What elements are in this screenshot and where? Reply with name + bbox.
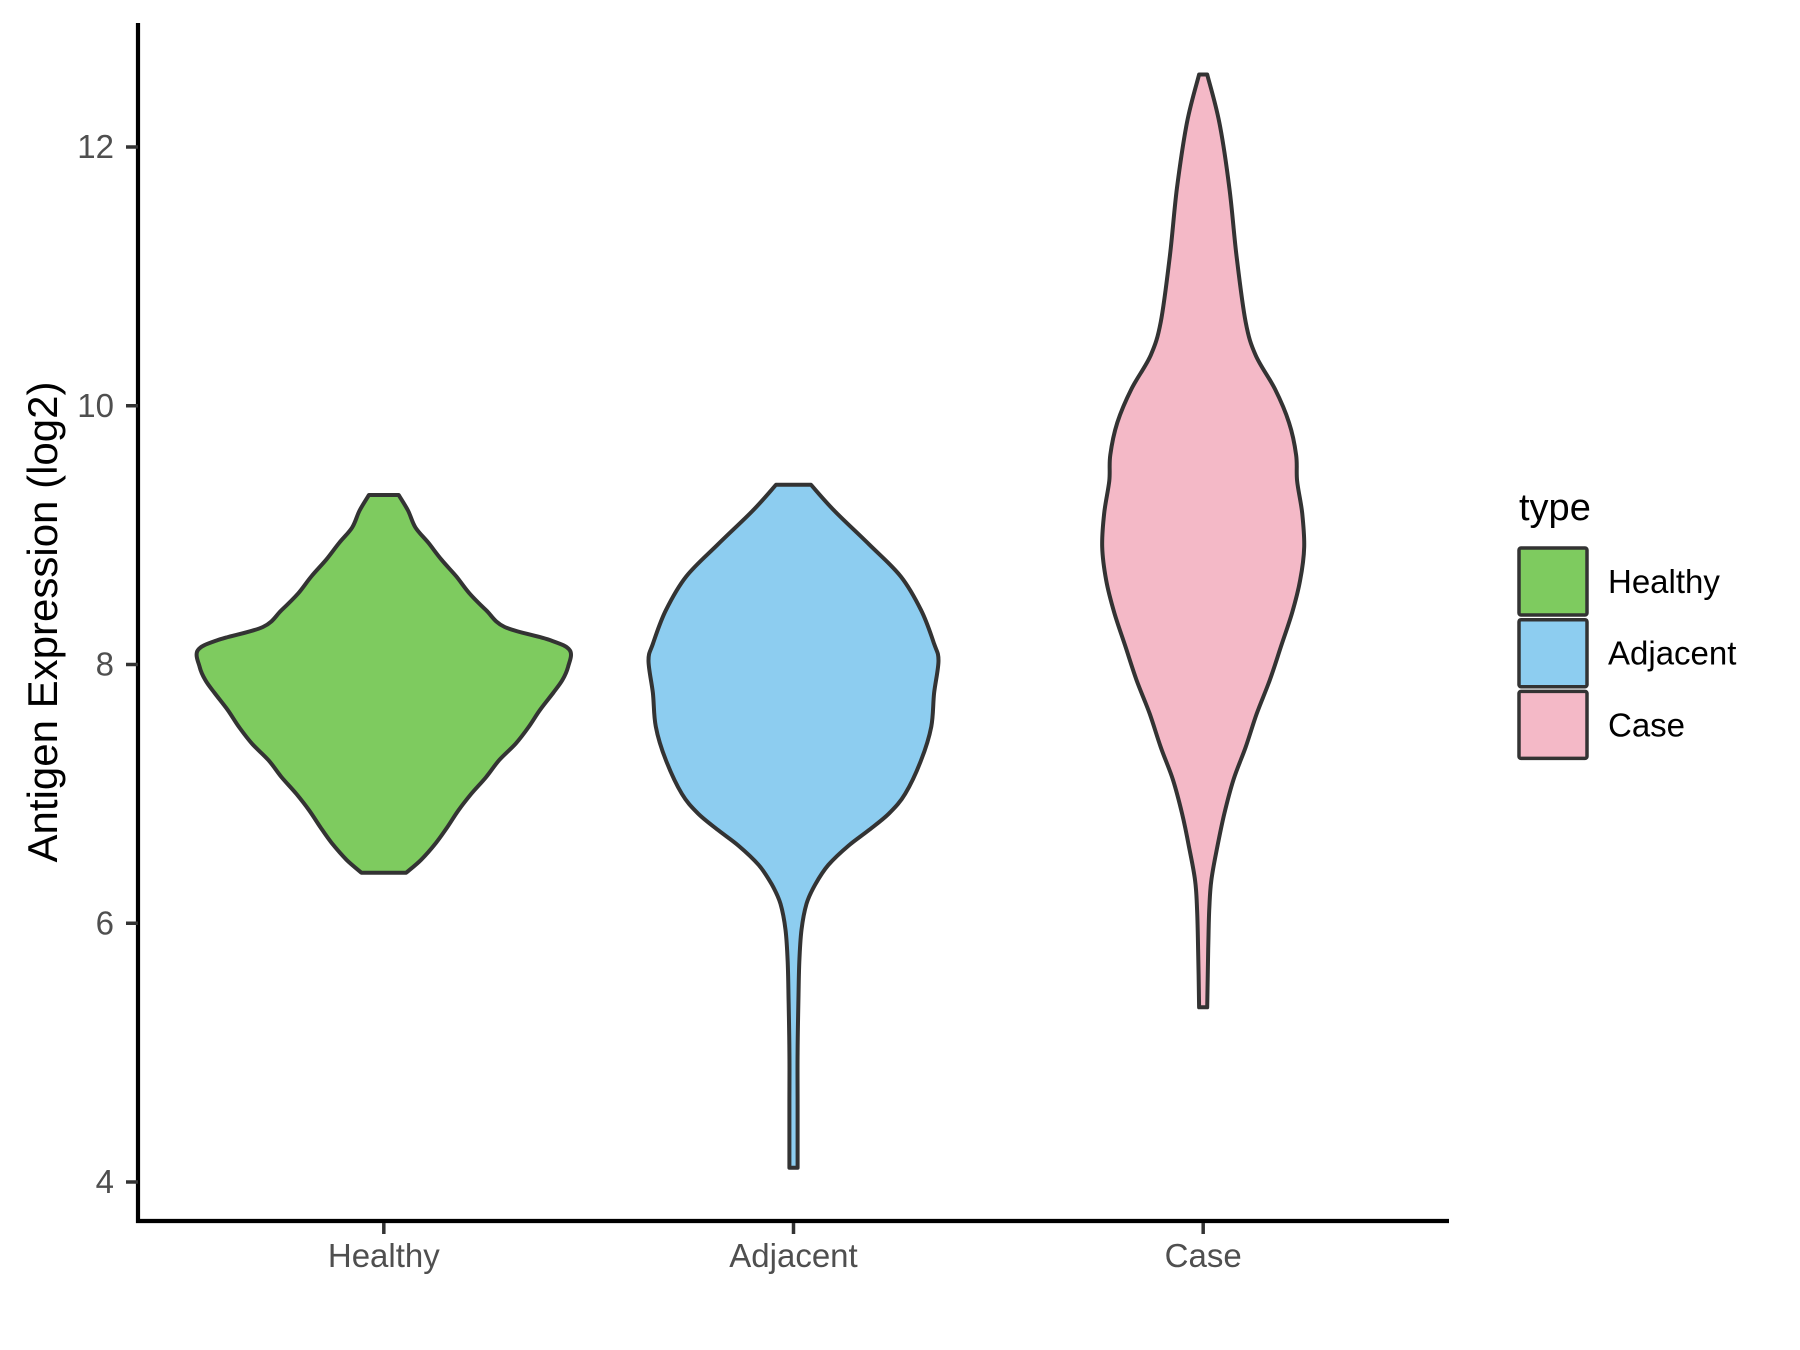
y-tick-label-4: 4 <box>96 1163 114 1200</box>
y-ticks: 4 6 8 10 12 <box>77 128 138 1200</box>
y-tick-label-6: 6 <box>96 904 114 941</box>
legend-label-healthy: Healthy <box>1608 563 1720 600</box>
y-axis-title: Antigen Expression (log2) <box>19 382 66 863</box>
legend-key-adjacent <box>1517 617 1589 689</box>
legend: type Healthy Adjacent Case <box>1517 487 1736 761</box>
legend-label-adjacent: Adjacent <box>1608 635 1736 672</box>
y-tick-label-10: 10 <box>77 387 114 424</box>
legend-title: type <box>1519 487 1591 529</box>
violins <box>194 72 1307 1170</box>
legend-key-case <box>1517 689 1589 761</box>
x-tick-label-healthy: Healthy <box>328 1237 440 1274</box>
y-tick-label-8: 8 <box>96 646 114 683</box>
legend-entries: Healthy Adjacent Case <box>1517 546 1736 761</box>
y-tick-label-12: 12 <box>77 128 114 165</box>
legend-label-case: Case <box>1608 706 1685 743</box>
x-ticks: Healthy Adjacent Case <box>328 1223 1242 1274</box>
violin-adjacent <box>646 482 941 1170</box>
violin-healthy <box>194 493 573 875</box>
x-tick-label-adjacent: Adjacent <box>729 1237 857 1274</box>
legend-key-healthy <box>1517 546 1589 617</box>
violin-case <box>1100 72 1307 1010</box>
x-tick-label-case: Case <box>1165 1237 1242 1274</box>
